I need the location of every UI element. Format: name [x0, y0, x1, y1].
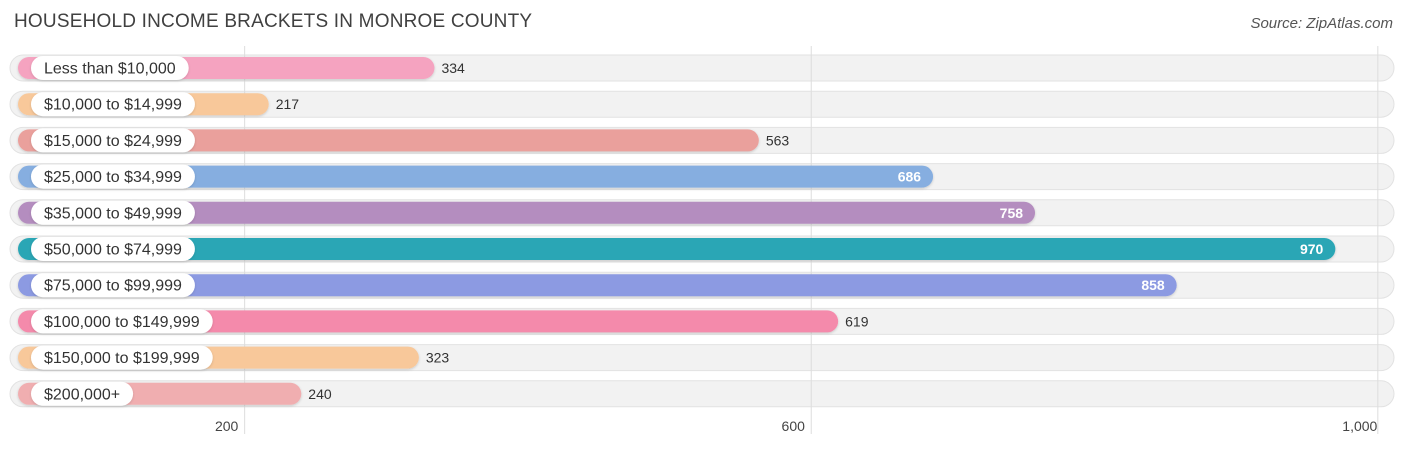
category-label: $25,000 to $34,999: [44, 169, 182, 186]
bar-row: $35,000 to $49,999 758: [18, 200, 1036, 225]
chart-title: HOUSEHOLD INCOME BRACKETS IN MONROE COUN…: [14, 11, 533, 32]
x-tick-label: 600: [782, 418, 806, 434]
bar: [18, 238, 1336, 260]
category-label: Less than $10,000: [44, 61, 176, 78]
bar: [18, 129, 759, 152]
category-label: $200,000+: [44, 386, 120, 403]
bar-row: $25,000 to $34,999 686: [18, 164, 934, 189]
category-pill: [31, 237, 195, 261]
value-label: 563: [766, 132, 790, 148]
category-label: $150,000 to $199,999: [44, 350, 200, 367]
bar-row: $100,000 to $149,999 619: [18, 309, 869, 334]
value-label: 334: [441, 60, 465, 76]
value-label: 858: [1141, 277, 1165, 293]
bar-row: Less than $10,000 334: [18, 56, 465, 80]
bar-row: $75,000 to $99,999 858: [18, 273, 1177, 298]
category-pill: [31, 200, 195, 225]
value-label: 217: [276, 96, 300, 112]
category-label: $75,000 to $99,999: [44, 278, 182, 295]
category-pill: [31, 273, 195, 298]
bar: [18, 274, 1177, 297]
bar-track: [9, 380, 1395, 408]
value-label: 619: [845, 313, 869, 329]
value-label: 323: [426, 350, 450, 366]
value-label: 758: [1000, 205, 1024, 221]
x-tick-label: 1,000: [1342, 418, 1377, 434]
category-pill: [31, 164, 195, 189]
bar: [18, 165, 934, 188]
category-label: $10,000 to $14,999: [44, 97, 182, 114]
bar: [18, 201, 1036, 224]
tick-layer: 200 600 1,000: [215, 418, 1378, 434]
category-pill: [31, 56, 189, 80]
category-label: $100,000 to $149,999: [44, 314, 200, 331]
category-pill: [31, 345, 213, 370]
value-label: 240: [308, 386, 332, 402]
category-pill: [31, 128, 195, 153]
bar: [18, 310, 839, 333]
category-pill: [31, 381, 134, 406]
x-tick-label: 200: [215, 418, 239, 434]
bar-layer: Less than $10,000 334 $10,000 to $14,999 21…: [18, 56, 1336, 406]
category-label: $50,000 to $74,999: [44, 242, 182, 259]
category-label: $35,000 to $49,999: [44, 205, 182, 222]
bar-row: $50,000 to $74,999 970: [18, 237, 1336, 261]
bar-row: $150,000 to $199,999 323: [18, 345, 450, 370]
bar-track: [9, 90, 1395, 118]
source-attribution: Source: ZipAtlas.com: [1250, 15, 1393, 32]
category-pill: [31, 309, 213, 334]
category-label: $15,000 to $24,999: [44, 133, 182, 150]
bar-row: $15,000 to $24,999 563: [18, 128, 790, 153]
bar-row: $10,000 to $14,999 217: [18, 92, 300, 117]
category-pill: [31, 92, 195, 117]
bar-row: $200,000+ 240: [18, 381, 332, 406]
value-label: 970: [1300, 241, 1324, 257]
value-label: 686: [898, 169, 922, 185]
